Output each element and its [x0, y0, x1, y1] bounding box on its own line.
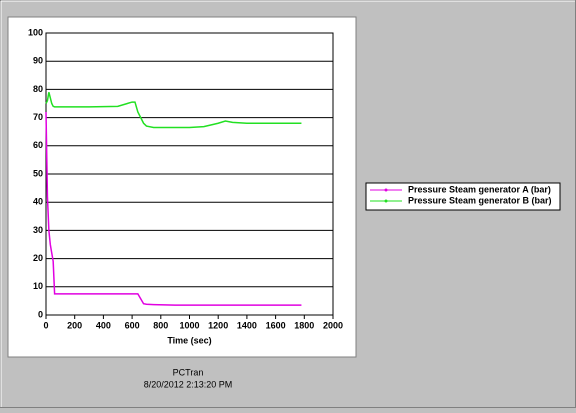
legend-marker	[384, 199, 388, 203]
x-axis-label: Time (sec)	[167, 335, 211, 345]
footer-app: PCTran	[173, 367, 204, 377]
legend-label: Pressure Steam generator B (bar)	[408, 195, 552, 205]
y-tick-label: 20	[33, 253, 43, 263]
x-tick-label: 1800	[294, 320, 314, 330]
y-tick-label: 30	[33, 225, 43, 235]
x-tick-label: 1400	[237, 320, 257, 330]
y-tick-label: 40	[33, 197, 43, 207]
x-tick-label: 0	[43, 320, 48, 330]
series-line	[45, 92, 302, 129]
x-tick-label: 400	[96, 320, 111, 330]
legend-marker	[384, 188, 388, 192]
y-tick-label: 70	[33, 112, 43, 122]
y-tick-label: 0	[38, 309, 43, 319]
x-tick-label: 800	[153, 320, 168, 330]
footer-timestamp: 8/20/2012 2:13:20 PM	[144, 379, 233, 389]
legend-label: Pressure Steam generator A (bar)	[408, 184, 551, 194]
legend	[365, 182, 561, 211]
y-tick-label: 50	[33, 168, 43, 178]
y-tick-label: 80	[33, 84, 43, 94]
y-tick-label: 10	[33, 281, 43, 291]
y-tick-label: 60	[33, 140, 43, 150]
x-tick-label: 2000	[323, 320, 343, 330]
x-tick-label: 1200	[208, 320, 228, 330]
x-tick-label: 600	[125, 320, 140, 330]
y-tick-label: 100	[28, 27, 43, 37]
x-tick-label: 200	[67, 320, 82, 330]
series-line	[45, 111, 302, 306]
x-tick-label: 1000	[179, 320, 199, 330]
x-tick-label: 1600	[266, 320, 286, 330]
y-tick-label: 90	[33, 56, 43, 66]
